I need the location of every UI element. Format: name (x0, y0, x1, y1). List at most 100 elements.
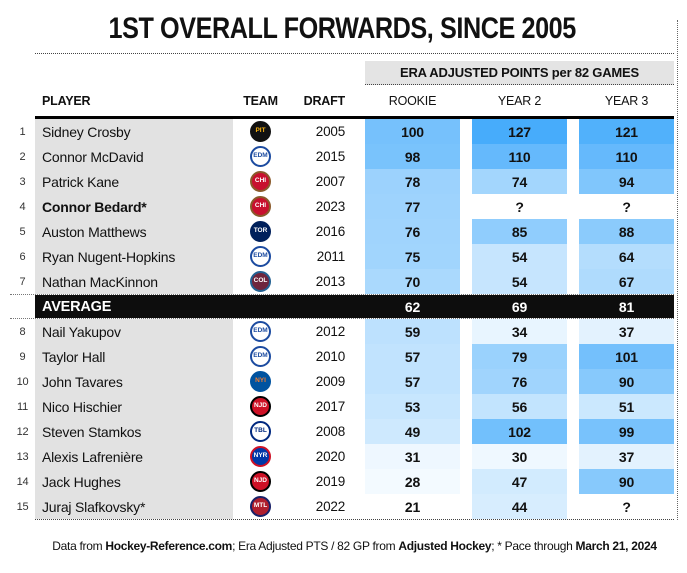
gap-cell (567, 344, 579, 369)
gap-cell (567, 369, 579, 394)
year2-value-cell: 47 (472, 469, 567, 494)
team-cell: CHI (233, 169, 288, 194)
gap-cell (567, 444, 579, 469)
team-logo-chicago-blackhawks-icon: CHI (250, 171, 271, 192)
average-filler (350, 295, 365, 318)
team-logo-new-york-islanders-icon: NYI (250, 371, 271, 392)
gap-cell (350, 319, 365, 344)
gap-cell (350, 144, 365, 169)
rank-cell: 10 (16, 375, 29, 388)
table-row: 3 Patrick Kane CHI 2007 78 74 94 (10, 169, 674, 194)
rank-column-header (10, 85, 35, 116)
era-band-row: ERA ADJUSTED POINTS per 82 GAMES (10, 61, 674, 85)
gap-cell (460, 194, 472, 219)
gap-cell (460, 344, 472, 369)
rookie-value-cell: 70 (365, 269, 460, 294)
team-logo-new-jersey-devils-icon: NJD (250, 396, 271, 417)
team-cell: NJD (233, 394, 288, 419)
gap-cell (567, 219, 579, 244)
table-row: 7 Nathan MacKinnon COL 2013 70 54 67 (10, 269, 674, 294)
team-cell: TBL (233, 419, 288, 444)
table-row: 2 Connor McDavid EDM 2015 98 110 110 (10, 144, 674, 169)
gap-cell (350, 419, 365, 444)
footnote-segment: Adjusted Hockey (398, 539, 492, 553)
table-row: 12 Steven Stamkos TBL 2008 49 102 99 (10, 419, 674, 444)
gap-cell (350, 219, 365, 244)
gap-cell (350, 444, 365, 469)
player-name-cell: Alexis Lafrenière (35, 444, 233, 469)
rookie-value-cell: 77 (365, 194, 460, 219)
year3-value-cell: 90 (579, 469, 674, 494)
table-row: 15 Juraj Slafkovsky* MTL 2022 21 44? (10, 494, 674, 519)
gap-cell (567, 119, 579, 144)
year2-value-cell: 102 (472, 419, 567, 444)
average-filler (567, 295, 579, 318)
gap-cell (460, 169, 472, 194)
rookie-value-cell: 57 (365, 344, 460, 369)
gap-cell (567, 194, 579, 219)
year3-value-cell: 90 (579, 369, 674, 394)
team-cell: TOR (233, 219, 288, 244)
footnote: Data from Hockey-Reference.com; Era Adju… (35, 539, 674, 553)
footnote-segment: Data from (52, 539, 106, 553)
rookie-column-header: ROOKIE (388, 93, 437, 108)
rank-cell: 5 (19, 225, 26, 238)
gap-cell (460, 244, 472, 269)
draft-year-cell: 2019 (315, 474, 345, 489)
rank-cell: 7 (19, 275, 26, 288)
player-name-cell: Auston Matthews (35, 219, 233, 244)
rookie-value-cell: 76 (365, 219, 460, 244)
rookie-value-cell: 75 (365, 244, 460, 269)
player-name-cell: Nail Yakupov (35, 319, 233, 344)
team-cell: NYI (233, 369, 288, 394)
gap-cell (460, 269, 472, 294)
rank-cell: 8 (19, 325, 26, 338)
average-filler (460, 295, 472, 318)
footnote-segment: ; * Pace through (491, 539, 576, 553)
year2-value-cell: 74 (472, 169, 567, 194)
player-name-cell: Sidney Crosby (35, 119, 233, 144)
player-name-cell: Steven Stamkos (35, 419, 233, 444)
draft-year-cell: 2023 (315, 199, 345, 214)
player-name-cell: Connor McDavid (35, 144, 233, 169)
rookie-value-cell: 31 (365, 444, 460, 469)
rank-cell: 1 (19, 125, 26, 138)
year2-value-cell: ? (472, 194, 567, 219)
draft-year-cell: 2016 (315, 224, 345, 239)
gap-cell (460, 394, 472, 419)
rookie-value-cell: 57 (365, 369, 460, 394)
table-row: 1 Sidney Crosby PIT 2005 100 127 121 (10, 119, 674, 144)
year2-value-cell: 79 (472, 344, 567, 369)
footnote-segment: ; Era Adjusted PTS / 82 GP from (232, 539, 399, 553)
rookie-value-cell: 49 (365, 419, 460, 444)
rookie-value-cell: 98 (365, 144, 460, 169)
player-name-cell: Taylor Hall (35, 344, 233, 369)
year3-value-cell: 67 (579, 269, 674, 294)
team-logo-toronto-maple-leafs-icon: TOR (250, 221, 271, 242)
page-title: 1ST OVERALL FORWARDS, SINCE 2005 (108, 12, 576, 45)
team-cell: EDM (233, 144, 288, 169)
year2-value-cell: 85 (472, 219, 567, 244)
gap-cell (350, 244, 365, 269)
table-row: 9 Taylor Hall EDM 2010 57 79 101 (10, 344, 674, 369)
team-cell: COL (233, 269, 288, 294)
year3-value-cell: 64 (579, 244, 674, 269)
average-row: AVERAGE 62 69 81 (10, 294, 674, 319)
team-logo-montreal-canadiens-icon: MTL (250, 496, 271, 517)
table-row: 4 Connor Bedard* CHI 2023 77?? (10, 194, 674, 219)
year2-value-cell: 34 (472, 319, 567, 344)
gap-cell (350, 344, 365, 369)
gap-cell (350, 269, 365, 294)
rookie-value-cell: 21 (365, 494, 460, 519)
column-header-row: PLAYER TEAM DRAFT ROOKIE YEAR 2 YEAR 3 (10, 85, 674, 116)
gap-cell (460, 369, 472, 394)
average-filler (288, 295, 350, 318)
team-cell: EDM (233, 319, 288, 344)
draft-year-cell: 2005 (315, 124, 345, 139)
draft-year-cell: 2013 (315, 274, 345, 289)
table-row: 14 Jack Hughes NJD 2019 28 47 90 (10, 469, 674, 494)
draft-year-cell: 2022 (315, 499, 345, 514)
year3-value-cell: 94 (579, 169, 674, 194)
rookie-value-cell: 59 (365, 319, 460, 344)
